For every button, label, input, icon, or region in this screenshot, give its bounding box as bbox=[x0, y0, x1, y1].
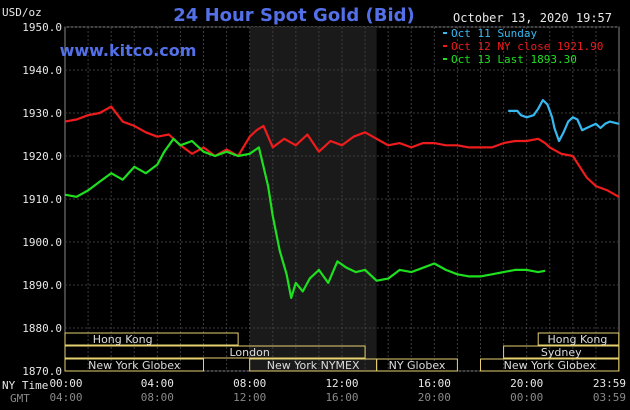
y-tick-label: 1890.0 bbox=[22, 279, 62, 292]
timestamp: October 13, 2020 19:57 bbox=[453, 11, 612, 25]
series-line bbox=[508, 98, 620, 143]
legend-entry: Oct 12 NY close 1921.90 bbox=[451, 40, 603, 53]
x-tick-label-gmt: 00:00 bbox=[510, 391, 543, 404]
y-tick-label: 1940.0 bbox=[22, 64, 62, 77]
y-unit-label: USD/oz bbox=[2, 6, 42, 19]
x-tick-label-ny: 20:00 bbox=[510, 377, 543, 390]
y-tick-label: 1880.0 bbox=[22, 322, 62, 335]
y-tick-label: 1910.0 bbox=[22, 193, 62, 206]
market-session-label: New York Globex bbox=[504, 359, 597, 372]
y-tick-label: 1920.0 bbox=[22, 150, 62, 163]
market-session-label: Hong Kong bbox=[548, 333, 608, 346]
x-tick-label-ny: 08:00 bbox=[233, 377, 266, 390]
x-tick-label-ny: 23:59 bbox=[593, 377, 626, 390]
ny-time-row-label: NY Time bbox=[2, 379, 48, 392]
series-line bbox=[64, 105, 620, 198]
y-axis-ticks: 1950.0 1940.0 1930.0 1920.0 1910.0 1900.0 1890… bbox=[22, 21, 62, 378]
market-hours-bands: Hong Kong London New York Globex New York N… bbox=[64, 332, 620, 372]
market-session-band bbox=[64, 358, 204, 372]
x-tick-label-gmt: 03:59 bbox=[593, 391, 626, 404]
x-tick-label-ny: 16:00 bbox=[418, 377, 451, 390]
y-tick-label: 1930.0 bbox=[22, 107, 62, 120]
series-line bbox=[64, 137, 546, 299]
gmt-row-label: GMT bbox=[10, 392, 30, 405]
market-session-label: New York Globex bbox=[88, 359, 181, 372]
market-session-band bbox=[480, 358, 620, 372]
market-session-band bbox=[376, 358, 458, 372]
market-session-band bbox=[503, 345, 620, 359]
x-tick-label-ny: 04:00 bbox=[141, 377, 174, 390]
x-tick-label-ny: 12:00 bbox=[325, 377, 358, 390]
market-session-label: NY Globex bbox=[389, 359, 446, 372]
x-axis-ticks: 00:00 04:00 08:00 12:00 16:00 20:00 23:5904:00… bbox=[49, 377, 626, 404]
x-tick-label-gmt: 20:00 bbox=[418, 391, 451, 404]
legend-entry: Oct 13 Last 1893.30 bbox=[451, 53, 577, 66]
market-session-label: Hong Kong bbox=[93, 333, 153, 346]
x-tick-label-gmt: 12:00 bbox=[233, 391, 266, 404]
x-tick-label-gmt: 08:00 bbox=[141, 391, 174, 404]
y-tick-label: 1950.0 bbox=[22, 21, 62, 34]
market-session-label: New York NYMEX bbox=[267, 359, 360, 372]
market-session-band bbox=[537, 332, 620, 346]
x-tick-label-ny: 00:00 bbox=[49, 377, 82, 390]
market-session-band bbox=[64, 345, 366, 359]
price-series bbox=[64, 98, 620, 299]
market-session-label: London bbox=[230, 346, 270, 359]
x-tick-label-gmt: 04:00 bbox=[49, 391, 82, 404]
market-session-band bbox=[64, 332, 239, 346]
y-tick-label: 1900.0 bbox=[22, 236, 62, 249]
legend-entry: Oct 11 Sunday bbox=[451, 27, 537, 40]
y-tick-label: 1870.0 bbox=[22, 365, 62, 378]
site-watermark: www.kitco.com bbox=[60, 41, 197, 60]
x-tick-label-gmt: 16:00 bbox=[325, 391, 358, 404]
grid-lines bbox=[65, 26, 619, 372]
market-session-label: Sydney bbox=[541, 346, 582, 359]
chart-title: 24 Hour Spot Gold (Bid) bbox=[173, 5, 414, 26]
